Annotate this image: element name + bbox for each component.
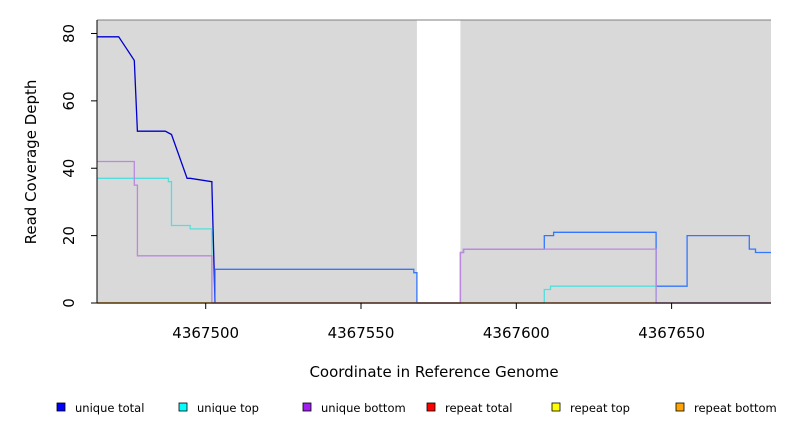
legend-item: repeat top bbox=[551, 401, 630, 415]
x-tick-label: 4367500 bbox=[172, 324, 239, 342]
shaded-region-0 bbox=[97, 20, 417, 303]
legend-swatch bbox=[426, 402, 436, 412]
legend-label: repeat top bbox=[570, 401, 630, 415]
series-line-0 bbox=[97, 36, 216, 304]
series-line-1 bbox=[214, 231, 771, 304]
plot-panel bbox=[97, 19, 771, 303]
legend-item: repeat bottom bbox=[675, 401, 777, 415]
legend-label: unique top bbox=[197, 401, 259, 415]
y-tick-label: 60 bbox=[60, 91, 78, 110]
legend-swatch bbox=[551, 402, 561, 412]
legend-swatch bbox=[56, 402, 66, 412]
series-line-2 bbox=[97, 177, 771, 304]
legend-item: unique bottom bbox=[302, 401, 406, 415]
y-tick-label: 20 bbox=[60, 226, 78, 245]
x-tick-label: 4367550 bbox=[328, 324, 395, 342]
y-tick-label: 0 bbox=[60, 298, 78, 308]
legend: unique total unique top unique bottom repea… bbox=[56, 401, 777, 415]
legend-swatch bbox=[675, 402, 685, 412]
legend-item: repeat total bbox=[426, 401, 512, 415]
x-tick-label: 4367650 bbox=[638, 324, 705, 342]
y-tick-label: 80 bbox=[60, 24, 78, 43]
legend-item: unique top bbox=[178, 401, 259, 415]
axes: 0 20 40 60 80 4367500 4367550 4367600 4367650 bbox=[60, 20, 771, 342]
x-tick-label: 4367600 bbox=[483, 324, 550, 342]
legend-label: unique total bbox=[75, 401, 144, 415]
y-tick-label: 40 bbox=[60, 159, 78, 178]
legend-label: unique bottom bbox=[321, 401, 406, 415]
legend-swatch bbox=[302, 402, 312, 412]
legend-swatch bbox=[178, 402, 188, 412]
y-axis-label: Read Coverage Depth bbox=[22, 80, 40, 245]
legend-label: repeat bottom bbox=[694, 401, 777, 415]
legend-label: repeat total bbox=[445, 401, 512, 415]
x-axis-label: Coordinate in Reference Genome bbox=[309, 363, 558, 381]
shaded-region-1 bbox=[460, 20, 771, 303]
legend-item: unique total bbox=[56, 401, 144, 415]
